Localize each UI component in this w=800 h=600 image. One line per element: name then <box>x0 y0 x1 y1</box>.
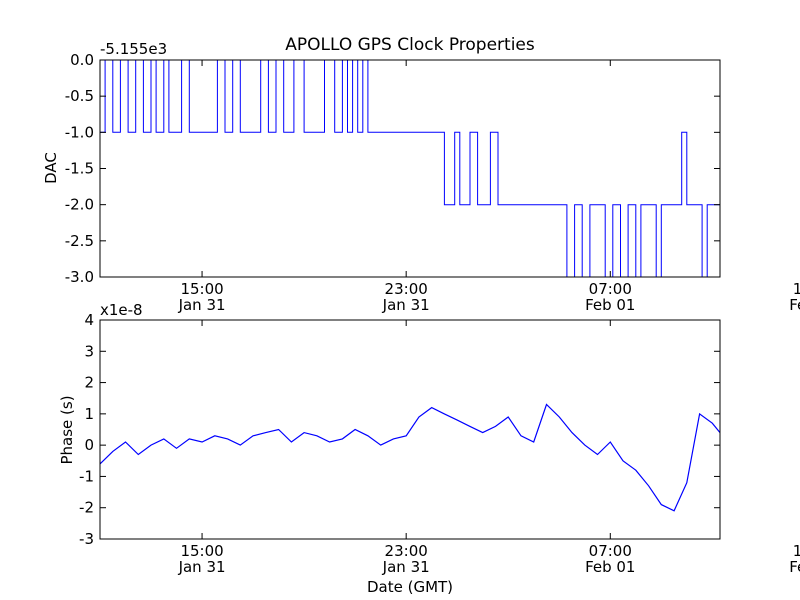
phase-y-tick-label: 0 <box>84 436 94 454</box>
phase-plot-border <box>99 319 721 540</box>
phase-y-tick-label: -1 <box>79 467 94 485</box>
phase-series-line <box>99 403 721 512</box>
dac-y-axis-label: DAC <box>42 152 60 184</box>
dac-x-tick-label-date: Feb 01 <box>585 296 635 314</box>
chart-title: APOLLO GPS Clock Properties <box>285 35 535 55</box>
phase-x-tick-label-date: Feb 01 <box>585 558 635 576</box>
phase-y-tick-label: 3 <box>84 342 94 360</box>
phase-y-tick-label: 1 <box>84 405 94 423</box>
dac-panel: -5.155e3 DAC 0.0 -0.5 -1.0 -1.5 -2.0 -2.5 -3.0… <box>42 40 800 314</box>
dac-offset-label: -5.155e3 <box>100 40 167 58</box>
dac-plot-frame <box>100 60 720 277</box>
phase-x-tick-label-date: Feb 01 <box>789 558 800 576</box>
phase-y-tick-label: -2 <box>79 499 94 517</box>
phase-x-tick-label-date: Jan 31 <box>178 558 226 576</box>
phase-x-tick-label-time: 15:00 <box>180 542 223 560</box>
dac-y-tick-label: -2.0 <box>65 196 94 214</box>
dac-y-tick-label: -1.0 <box>65 123 94 141</box>
dac-x-tick-label-time: 23:00 <box>385 280 428 298</box>
phase-x-tick-label-date: Jan 31 <box>382 558 430 576</box>
dac-x-tick-label-time: 15:00 <box>793 280 800 298</box>
phase-y-tick-label: 4 <box>84 311 94 329</box>
dac-x-tick-label-time: 07:00 <box>589 280 632 298</box>
phase-x-tick-label-time: 07:00 <box>589 542 632 560</box>
dac-y-tick-label: -3.0 <box>65 268 94 286</box>
phase-y-axis-label: Phase (s) <box>58 395 76 464</box>
dac-y-tick-label: -2.5 <box>65 232 94 250</box>
phase-y-ticks: 4 3 2 1 0 -1 -2 -3 <box>79 311 720 548</box>
dac-x-tick-label-date: Feb 01 <box>789 296 800 314</box>
phase-y-tick-label: -3 <box>79 530 94 548</box>
phase-offset-label: x1e-8 <box>100 301 143 319</box>
dac-x-tick-label-date: Jan 31 <box>178 296 226 314</box>
dac-x-tick-label-time: 15:00 <box>180 280 223 298</box>
phase-x-tick-label-time: 23:00 <box>385 542 428 560</box>
phase-content <box>99 403 721 512</box>
dac-y-tick-label: -0.5 <box>65 87 94 105</box>
dac-x-tick-label-date: Jan 31 <box>382 296 430 314</box>
dac-y-tick-label: -1.5 <box>65 160 94 178</box>
dac-y-ticks: 0.0 -0.5 -1.0 -1.5 -2.0 -2.5 -3.0 <box>65 51 720 286</box>
x-axis-label: Date (GMT) <box>367 578 453 596</box>
phase-y-tick-label: 2 <box>84 374 94 392</box>
dac-y-tick-label: 0.0 <box>70 51 94 69</box>
phase-x-tick-label-time: 15:00 <box>793 542 800 560</box>
